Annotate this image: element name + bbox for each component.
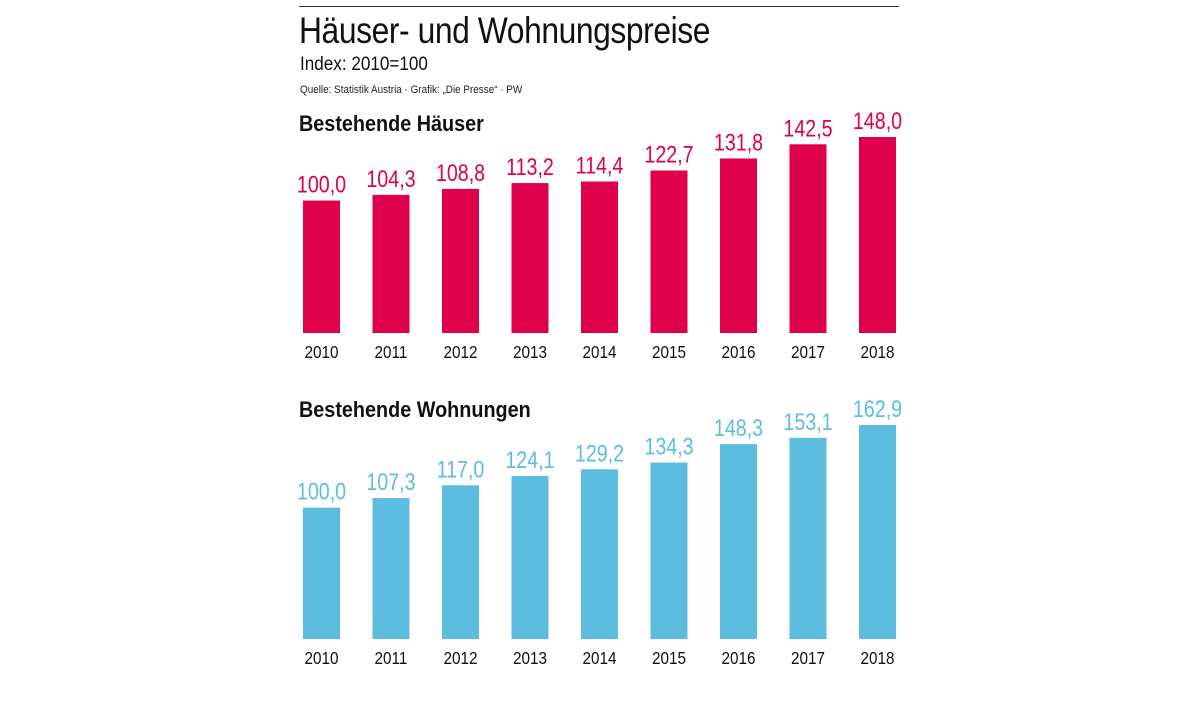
houses-bar-chart: 100,0 2010 104,3 2011 108,8 2012 113,2 2013 114,… — [297, 107, 902, 362]
flats-value-label-2010: 100,0 — [297, 478, 346, 505]
houses-value-label-2014: 114,4 — [576, 152, 624, 179]
flats-value-label-2011: 107,3 — [366, 468, 415, 495]
flats-bar-2013 — [511, 475, 549, 639]
flats-bar-2012 — [442, 485, 479, 639]
houses-tick-label-2015: 2015 — [652, 342, 686, 362]
flats-value-label-2012: 117,0 — [437, 455, 485, 482]
flats-tick-label-2011: 2011 — [375, 648, 408, 668]
flats-bar-2018 — [859, 425, 896, 639]
flats-value-label-2014: 129,2 — [575, 439, 624, 466]
flats-tick-label-2016: 2016 — [721, 648, 755, 668]
flats-value-label-2018: 162,9 — [853, 395, 902, 422]
flats-tick-label-2013: 2013 — [513, 648, 547, 668]
flats-value-label-2016: 148,3 — [714, 414, 763, 441]
houses-value-label-2011: 104,3 — [366, 165, 415, 192]
flats-value-label-2017: 153,1 — [783, 408, 832, 435]
houses-panel-title: Bestehende Häuser — [299, 111, 484, 136]
chart-title: Häuser- und Wohnungspreise — [299, 10, 710, 51]
source-note: Quelle: Statistik Austria · Grafik: „Die… — [300, 84, 523, 96]
flats-bar-2014 — [581, 469, 618, 639]
houses-bar-2017 — [789, 144, 827, 333]
flats-bar-chart: 100,0 2010 107,3 2011 117,0 2012 124,1 2013 129,… — [297, 395, 902, 668]
flats-bar-2015 — [650, 462, 688, 639]
houses-bar-2018 — [859, 137, 896, 333]
flats-tick-label-2018: 2018 — [860, 648, 894, 668]
houses-tick-label-2012: 2012 — [443, 342, 477, 362]
houses-bar-2013 — [511, 183, 549, 333]
houses-tick-label-2011: 2011 — [375, 342, 408, 362]
houses-value-label-2012: 108,8 — [436, 159, 485, 186]
flats-tick-label-2015: 2015 — [652, 648, 686, 668]
houses-tick-label-2014: 2014 — [582, 342, 616, 362]
houses-bar-2016 — [720, 158, 757, 333]
flats-bar-2010 — [303, 507, 340, 639]
flats-bar-2016 — [720, 444, 757, 639]
flats-tick-label-2014: 2014 — [582, 648, 616, 668]
houses-tick-label-2018: 2018 — [860, 342, 894, 362]
houses-bar-2015 — [650, 170, 688, 333]
flats-value-label-2013: 124,1 — [505, 446, 554, 473]
flats-bar-2017 — [789, 437, 827, 639]
houses-value-label-2015: 122,7 — [644, 141, 693, 168]
flats-tick-label-2017: 2017 — [791, 648, 825, 668]
houses-value-label-2017: 142,5 — [783, 114, 832, 141]
houses-bar-2014 — [581, 181, 618, 333]
houses-value-label-2018: 148,0 — [853, 107, 902, 134]
houses-tick-label-2010: 2010 — [304, 342, 338, 362]
houses-bar-2011 — [372, 194, 410, 333]
houses-tick-label-2016: 2016 — [721, 342, 755, 362]
flats-value-label-2015: 134,3 — [644, 433, 693, 460]
houses-bar-2010 — [303, 200, 340, 333]
houses-value-label-2010: 100,0 — [297, 171, 346, 198]
top-rule — [299, 6, 899, 7]
houses-value-label-2016: 131,8 — [714, 129, 763, 156]
houses-tick-label-2013: 2013 — [513, 342, 547, 362]
flats-tick-label-2010: 2010 — [304, 648, 338, 668]
houses-tick-label-2017: 2017 — [791, 342, 825, 362]
flats-panel-title: Bestehende Wohnungen — [299, 397, 531, 422]
houses-value-label-2013: 113,2 — [506, 153, 554, 180]
flats-tick-label-2012: 2012 — [443, 648, 477, 668]
houses-bar-2012 — [442, 188, 479, 333]
flats-bar-2011 — [372, 498, 410, 639]
chart-subtitle: Index: 2010=100 — [300, 54, 428, 75]
